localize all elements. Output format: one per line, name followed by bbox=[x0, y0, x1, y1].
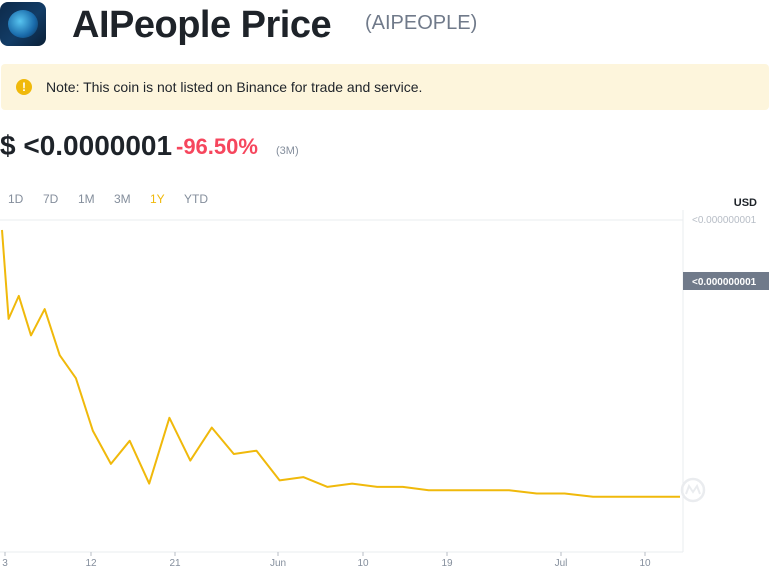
range-1y[interactable]: 1Y bbox=[150, 192, 165, 206]
x-tick-label: 3 bbox=[2, 558, 8, 569]
x-tick-label: 19 bbox=[441, 558, 453, 569]
price-chart-svg[interactable]: <0.000000001 <0.000000001 3 12 21 Jun 10 19 Ju… bbox=[0, 210, 783, 575]
coinmarketcap-watermark-icon bbox=[680, 477, 706, 503]
range-1d[interactable]: 1D bbox=[8, 192, 24, 206]
page-header: AIPeople Price (AIPEOPLE) bbox=[0, 0, 783, 50]
x-tick-label: 21 bbox=[169, 558, 181, 569]
range-1m[interactable]: 1M bbox=[78, 192, 95, 206]
price-line bbox=[1, 229, 680, 498]
ticker-symbol: (AIPEOPLE) bbox=[365, 12, 478, 34]
price-chart[interactable]: <0.000000001 <0.000000001 3 12 21 Jun 10 19 Ju… bbox=[0, 210, 783, 575]
current-price-badge-text: <0.000000001 bbox=[692, 277, 757, 288]
listing-note-banner: ! Note: This coin is not listed on Binan… bbox=[1, 64, 769, 110]
range-3m[interactable]: 3M bbox=[114, 192, 131, 206]
price-change-percent: -96.50% bbox=[176, 134, 258, 159]
page-title: AIPeople Price bbox=[72, 4, 332, 46]
current-price-badge-bg bbox=[683, 272, 769, 290]
price-line-layer bbox=[1, 229, 680, 498]
x-tick-label: 12 bbox=[85, 558, 97, 569]
x-tick-label: 10 bbox=[357, 558, 369, 569]
current-price-badge: <0.000000001 bbox=[683, 272, 769, 290]
x-tick-label: 10 bbox=[639, 558, 651, 569]
current-price: $ <0.0000001 bbox=[0, 130, 173, 161]
price-change-period: (3M) bbox=[276, 145, 299, 157]
x-tick-label: Jun bbox=[270, 558, 286, 569]
range-7d[interactable]: 7D bbox=[43, 192, 59, 206]
listing-note-text: Note: This coin is not listed on Binance… bbox=[46, 79, 423, 95]
chart-currency-label: USD bbox=[733, 197, 757, 209]
y-tick-label: <0.000000001 bbox=[692, 215, 757, 226]
alert-circle-icon: ! bbox=[16, 79, 32, 95]
x-tick-label: Jul bbox=[555, 558, 568, 569]
range-ytd[interactable]: YTD bbox=[184, 192, 208, 206]
aipeople-logo-icon bbox=[0, 2, 46, 46]
x-axis-ticks: 3 12 21 Jun 10 19 Jul 10 bbox=[2, 552, 651, 569]
